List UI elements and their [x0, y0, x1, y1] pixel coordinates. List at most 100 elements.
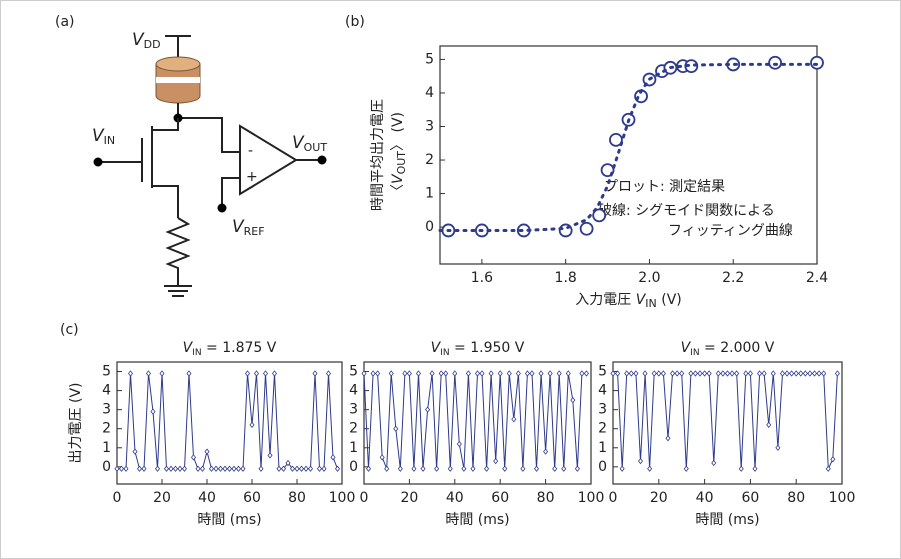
data-point: [361, 370, 367, 377]
data-point: [298, 465, 305, 472]
label-var: V: [232, 217, 245, 237]
y-tick-label: 5: [598, 364, 607, 380]
data-point: [484, 465, 490, 472]
annotation: 破線: シグモイド関数による: [598, 203, 775, 219]
data-point: [665, 435, 671, 442]
label-part: V: [431, 340, 442, 356]
data-point: [136, 465, 143, 472]
data-point: [583, 370, 589, 377]
data-point: [235, 465, 242, 472]
y-tick-label: 4: [349, 383, 358, 399]
data-point: [177, 465, 183, 472]
chart-title: VIN = 1.950 V: [431, 340, 525, 358]
x-axis-label: 時間 (ms): [445, 512, 509, 528]
label-part: OUT: [395, 151, 408, 175]
data-point: [118, 465, 125, 472]
data-point: [784, 370, 790, 377]
label-part: V: [390, 173, 406, 184]
label-part: V: [183, 340, 194, 356]
data-point: [397, 465, 403, 472]
data-point: [779, 370, 785, 377]
data-point: [637, 457, 643, 465]
data-point: [213, 465, 219, 472]
data-point: [757, 370, 763, 377]
x-tick-label: 1.6: [471, 270, 493, 286]
data-point: [674, 370, 680, 377]
annotation: プロット: 測定結果: [604, 179, 725, 195]
label-sub: IN: [104, 134, 115, 147]
data-point: [702, 370, 708, 377]
data-point: [574, 465, 580, 472]
y-axis-label: 時間平均出力電圧: [370, 99, 386, 211]
data-point: [651, 370, 657, 377]
data-point: [168, 465, 174, 472]
data-point: [752, 465, 758, 472]
label-part: IN: [192, 348, 201, 358]
data-point: [258, 465, 264, 472]
chart-title: VIN = 1.875 V: [183, 340, 277, 358]
y-tick-label: 4: [598, 383, 607, 399]
x-tick-label: 20: [400, 490, 418, 506]
data-point: [579, 370, 585, 377]
data-point: [244, 370, 251, 377]
y-tick-label: 0: [425, 219, 434, 235]
y-tick-label: 1: [349, 440, 358, 456]
data-point: [388, 370, 394, 377]
series-line: [438, 62, 819, 232]
data-point: [474, 370, 481, 377]
data-point: [802, 370, 808, 377]
x-tick-label: 1.8: [555, 270, 577, 286]
data-point: [294, 465, 300, 472]
vout-label: VOUT: [292, 133, 327, 154]
data-point: [807, 370, 813, 377]
data-point: [816, 370, 822, 377]
y-tick-label: 2: [598, 421, 607, 437]
data-point: [145, 370, 152, 377]
data-point: [132, 448, 138, 455]
data-point: [334, 465, 341, 472]
data-point: [411, 465, 417, 472]
y-tick-label: 2: [349, 421, 358, 437]
data-point: [570, 396, 576, 404]
panel-label: (a): [55, 14, 75, 30]
data-point: [497, 370, 503, 377]
data-point: [660, 370, 666, 377]
data-point: [775, 444, 781, 451]
data-point: [312, 370, 318, 377]
data-point: [163, 465, 170, 472]
label-part: IN: [440, 348, 449, 358]
data-point: [538, 370, 544, 377]
data-point: [415, 370, 421, 377]
data-point: [276, 465, 282, 472]
data-point: [729, 370, 735, 377]
data-point: [366, 465, 372, 472]
x-tick-label: 0: [360, 490, 369, 506]
data-point: [506, 370, 512, 377]
x-tick-label: 40: [446, 490, 464, 506]
x-tick-label: 40: [696, 490, 714, 506]
y-tick-label: 5: [349, 364, 358, 380]
data-point: [610, 370, 616, 377]
device-body: [155, 63, 201, 104]
data-point: [670, 370, 676, 377]
data-point: [181, 465, 188, 472]
label-sub: OUT: [304, 141, 328, 154]
data-point: [420, 465, 426, 472]
data-point: [285, 459, 291, 467]
chart-title: VIN = 2.000 V: [681, 340, 775, 358]
resistor-ground: [164, 217, 192, 297]
vdd-label: VDD: [132, 30, 161, 51]
y-tick-label: 0: [349, 459, 358, 475]
data-point: [798, 370, 804, 377]
node: [317, 155, 327, 165]
data-point: [208, 465, 215, 472]
x-tick-label: 60: [243, 490, 261, 506]
data-point: [692, 370, 698, 377]
wire: [177, 103, 240, 153]
vin-label: VIN: [92, 126, 115, 147]
x-tick-label: 80: [537, 490, 555, 506]
data-point: [821, 370, 827, 377]
y-axis-label: 〈VOUT〉 (V): [390, 112, 408, 198]
